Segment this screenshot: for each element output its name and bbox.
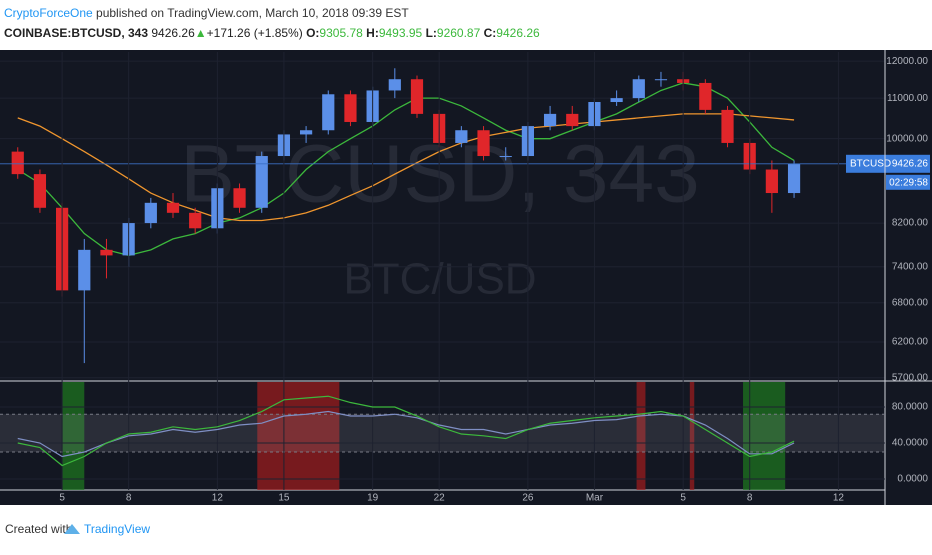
countdown: 02:29:58 [889, 177, 928, 188]
moving-average [17, 113, 795, 222]
candle-body [189, 212, 202, 229]
watermark: BTC/USD [343, 255, 536, 304]
candle-body [610, 98, 623, 103]
x-tick-label: Mar [586, 493, 604, 504]
y-tick-label: 80.0000 [892, 402, 929, 413]
price-label-symbol: BTCUSD [850, 158, 891, 169]
last: 9426.26 [151, 26, 195, 40]
y-tick-label: 0.0000 [897, 474, 928, 485]
candle-body [499, 156, 512, 158]
publish-info: published on TradingView.com, March 10, … [93, 6, 410, 20]
candle-body [100, 249, 113, 256]
candle-body [255, 156, 268, 208]
candle-body [144, 202, 157, 224]
candle-body [78, 249, 91, 291]
x-tick-label: 8 [126, 493, 132, 504]
price-label-box [846, 154, 930, 173]
symbol: COINBASE:BTCUSD, 343 [4, 26, 148, 40]
y-tick-label: 6200.00 [892, 337, 929, 348]
x-tick-label: 22 [434, 493, 446, 504]
x-tick-label: 19 [367, 493, 379, 504]
candle-body [654, 79, 668, 81]
y-tick-label: 7400.00 [892, 261, 929, 272]
low: 9260.87 [437, 26, 481, 40]
y-tick-label: 5700.00 [892, 372, 929, 383]
y-tick-label: 10000.00 [886, 133, 928, 144]
candle-body [11, 151, 24, 175]
candle-body [765, 169, 778, 194]
y-tick-label: 6800.00 [892, 297, 929, 308]
y-tick-label: 11000.00 [887, 93, 928, 104]
x-tick-label: 12 [212, 493, 224, 504]
signal-zone [257, 382, 340, 490]
l-label: L: [426, 26, 437, 40]
o-label: O: [306, 26, 319, 40]
arrow: ▲ [195, 26, 207, 40]
x-tick-label: 5 [680, 493, 686, 504]
change: +171.26 (+1.85%) [207, 26, 303, 40]
x-tick-label: 15 [278, 493, 290, 504]
candle-body [543, 113, 557, 127]
oscillator-line [17, 410, 795, 458]
candle-body [477, 130, 490, 157]
signal-zone [636, 382, 646, 490]
candle-body [632, 79, 645, 99]
moving-average [17, 82, 795, 257]
high: 9493.95 [379, 26, 423, 40]
plot: 5700.00 6200.00 6800.00 7400.00 8200.00 10000… [0, 50, 932, 505]
candle-body [455, 130, 468, 143]
candle-body [721, 109, 734, 143]
candle-body [299, 130, 313, 135]
y-tick-label: 12000.00 [886, 56, 928, 67]
candle-body [344, 94, 357, 122]
countdown-box [886, 174, 930, 190]
y-tick-label: 40.0000 [892, 438, 929, 449]
open: 9305.78 [319, 26, 363, 40]
oscillator-line [17, 395, 795, 467]
h-label: H: [366, 26, 379, 40]
candle-body [388, 79, 401, 91]
candle-body [233, 188, 246, 208]
y-tick-label: 8200.00 [892, 218, 929, 229]
candle-body [566, 113, 579, 127]
x-tick-label: 12 [833, 493, 845, 504]
footer-text: Created with [5, 522, 72, 536]
signal-zone [689, 382, 695, 490]
candle-body [322, 94, 335, 131]
candle-body [33, 174, 47, 208]
footer-brand[interactable]: TradingView [84, 522, 150, 536]
logo [64, 524, 80, 534]
candle-body [787, 163, 801, 194]
candle-body [410, 79, 424, 114]
author[interactable]: CryptoForceOne [4, 6, 93, 20]
price-label-price: 9426.26 [892, 158, 929, 169]
x-tick-label: 5 [59, 493, 65, 504]
close: 9426.26 [496, 26, 540, 40]
candle-body [699, 82, 712, 110]
c-label: C: [484, 26, 497, 40]
candle-body [166, 202, 180, 213]
quote-line: COINBASE:BTCUSD, 343 9426.26▲+171.26 (+1… [4, 26, 540, 40]
x-tick-label: 8 [747, 493, 753, 504]
publish-line: CryptoForceOne published on TradingView.… [4, 6, 409, 20]
x-tick-label: 26 [522, 493, 534, 504]
